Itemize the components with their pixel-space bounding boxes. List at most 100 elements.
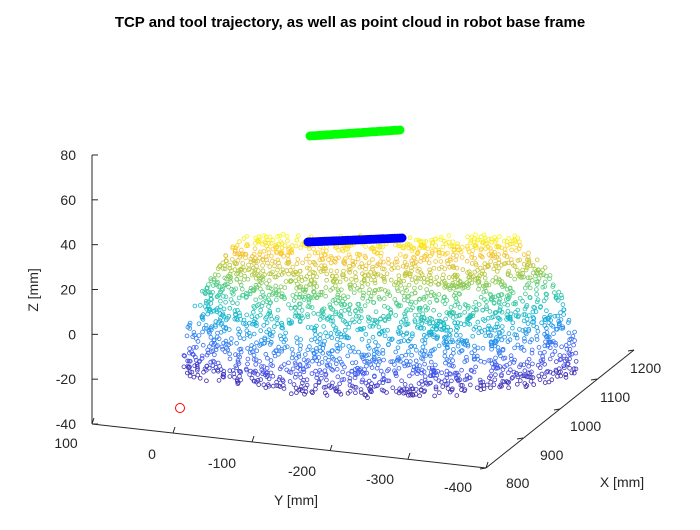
point-cloud-point <box>486 375 492 381</box>
point-cloud-point <box>347 382 353 388</box>
point-cloud-point <box>436 390 442 396</box>
point-cloud-point <box>468 240 473 246</box>
point-cloud-point <box>523 291 528 297</box>
point-cloud-point <box>447 332 453 338</box>
point-cloud-point <box>392 296 398 302</box>
point-cloud-point <box>200 329 205 335</box>
point-cloud-point <box>446 233 452 238</box>
point-cloud-point <box>423 239 429 244</box>
point-cloud-point <box>573 366 579 372</box>
point-cloud-point <box>472 348 477 353</box>
point-cloud-point <box>414 371 420 377</box>
point-cloud-point <box>196 321 202 327</box>
y-tick-label: 0 <box>148 446 156 462</box>
point-cloud-point <box>529 347 535 353</box>
point-cloud-point <box>330 380 335 386</box>
point-cloud-point <box>437 312 442 318</box>
point-cloud-point <box>550 352 555 358</box>
point-cloud-point <box>559 325 564 331</box>
point-cloud-point <box>227 262 233 268</box>
point-cloud-point <box>482 271 487 277</box>
point-cloud-point <box>454 393 460 398</box>
point-cloud-point <box>530 263 536 268</box>
point-cloud-point <box>504 243 510 248</box>
point-cloud-point <box>546 379 552 385</box>
point-cloud-point <box>414 324 420 330</box>
point-cloud-point <box>447 389 453 395</box>
point-cloud-point <box>303 389 309 395</box>
point-cloud-point <box>338 314 343 319</box>
point-cloud-point <box>211 277 217 283</box>
point-cloud-point <box>315 250 321 255</box>
point-cloud-point <box>227 374 233 379</box>
point-cloud-point <box>273 292 279 298</box>
point-cloud-point <box>427 330 432 336</box>
point-cloud-point <box>559 295 565 301</box>
point-cloud-point <box>320 257 326 263</box>
point-cloud-point <box>277 384 283 389</box>
chart-title: TCP and tool trajectory, as well as poin… <box>114 14 586 31</box>
point-cloud-point <box>546 320 552 325</box>
point-cloud-point <box>378 368 384 374</box>
point-cloud-point <box>215 343 220 348</box>
z-tick-label: 60 <box>60 192 76 208</box>
point-cloud-point <box>337 340 343 346</box>
point-cloud-point <box>211 338 217 343</box>
point-cloud-point <box>384 271 390 277</box>
point-cloud-point <box>453 257 459 263</box>
point-cloud-point <box>307 282 313 287</box>
point-cloud-point <box>275 234 280 239</box>
point-cloud-point <box>549 377 555 383</box>
point-cloud-point <box>290 264 296 270</box>
point-cloud-point <box>263 351 269 357</box>
point-cloud-point <box>376 331 382 336</box>
point-cloud-point <box>442 349 448 355</box>
point-cloud-point <box>476 286 481 292</box>
point-cloud-point <box>374 251 380 256</box>
point-cloud-point <box>547 276 552 282</box>
point-cloud-point <box>410 331 415 337</box>
point-cloud-point <box>443 241 449 246</box>
point-cloud-point <box>371 246 377 252</box>
point-cloud-point <box>512 357 517 363</box>
point-cloud-point <box>204 286 210 291</box>
point-cloud-point <box>402 273 408 279</box>
point-cloud-point <box>398 339 404 344</box>
point-cloud-point <box>395 265 401 271</box>
point-cloud-point <box>562 358 568 364</box>
point-cloud-point <box>341 260 346 266</box>
point-cloud-point <box>235 317 240 323</box>
point-cloud-point <box>413 300 419 305</box>
point-cloud-point <box>275 307 281 313</box>
point-cloud-point <box>427 373 433 379</box>
point-cloud-point <box>459 367 464 373</box>
point-cloud-point <box>380 380 386 386</box>
point-cloud-point <box>386 342 391 348</box>
point-cloud-point <box>190 334 196 340</box>
point-cloud-point <box>265 337 271 343</box>
point-cloud-point <box>268 241 274 246</box>
point-cloud-point <box>514 372 520 378</box>
point-cloud-point <box>364 353 369 358</box>
point-cloud-point <box>479 253 484 259</box>
point-cloud-point <box>224 258 229 264</box>
point-cloud-point <box>385 327 390 333</box>
point-cloud-point <box>524 265 530 271</box>
point-cloud-point <box>320 309 325 315</box>
point-cloud-point <box>321 385 327 390</box>
point-cloud-point <box>425 290 431 296</box>
z-tick-label: 20 <box>60 282 76 298</box>
point-cloud-point <box>342 296 348 302</box>
point-cloud-point <box>321 324 327 329</box>
point-cloud-point <box>511 301 516 307</box>
point-cloud-point <box>293 243 299 249</box>
point-cloud-point <box>314 372 320 378</box>
point-cloud-point <box>320 268 326 274</box>
point-cloud-point <box>318 269 324 274</box>
point-cloud-point <box>321 315 326 320</box>
point-cloud-point <box>223 294 229 300</box>
point-cloud-point <box>358 308 364 314</box>
point-cloud-point <box>364 363 369 369</box>
point-cloud-point <box>356 314 362 319</box>
